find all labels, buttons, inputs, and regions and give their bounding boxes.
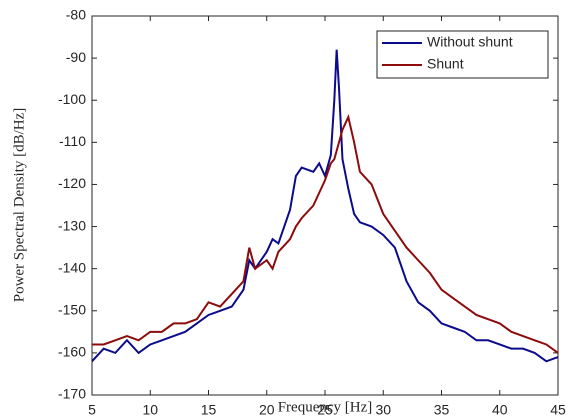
legend-label: Shunt — [427, 56, 464, 72]
x-tick-label: 45 — [550, 402, 566, 418]
x-tick-label: 30 — [375, 402, 391, 418]
x-tick-label: 25 — [317, 402, 333, 418]
y-tick-label: -120 — [58, 175, 86, 191]
x-axis-label: Frequency [Hz] — [278, 399, 373, 415]
y-tick-label: -90 — [66, 49, 86, 65]
y-tick-label: -110 — [59, 133, 86, 149]
y-tick-label: -170 — [58, 386, 86, 402]
y-tick-label: -130 — [58, 217, 86, 233]
y-tick-label: -80 — [66, 7, 86, 23]
legend-box — [376, 30, 549, 79]
y-tick-label: -100 — [58, 91, 86, 107]
x-tick-label: 35 — [434, 402, 450, 418]
y-tick-label: -140 — [58, 259, 86, 275]
series-line — [92, 113, 559, 354]
x-tick-label: 10 — [142, 402, 158, 418]
plot-area — [91, 15, 559, 396]
legend-label: Without shunt — [427, 34, 513, 50]
x-tick-label: 40 — [492, 402, 508, 418]
x-tick-label: 20 — [259, 402, 275, 418]
x-tick-label: 15 — [201, 402, 217, 418]
series-line — [91, 49, 559, 363]
x-tick-label: 5 — [88, 402, 96, 418]
y-tick-label: -160 — [58, 344, 86, 360]
y-tick-label: -150 — [58, 301, 86, 317]
y-axis-label: Power Spectral Density [dB/Hz] — [11, 108, 27, 303]
